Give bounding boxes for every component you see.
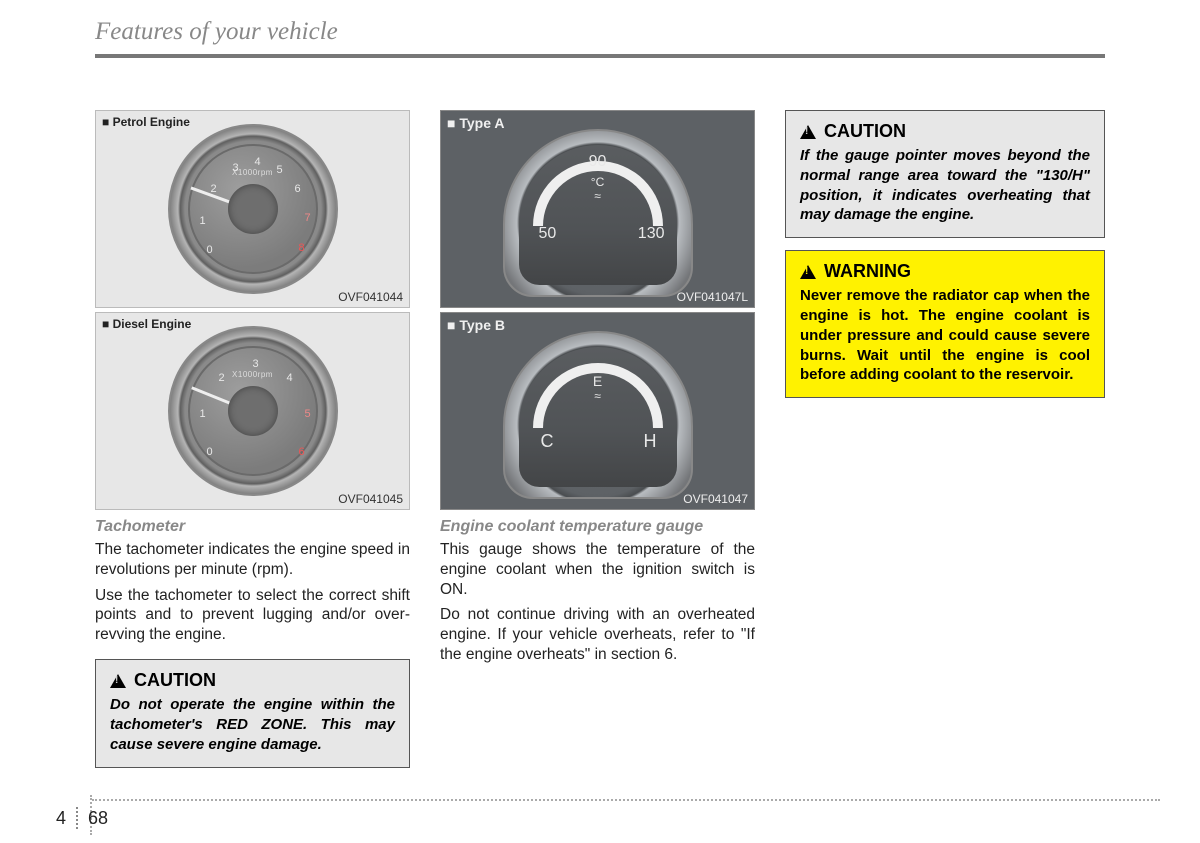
coolant-gauge-a: 50 90 130 °C ≈ [503, 129, 693, 297]
figure-petrol-tach: ■ Petrol Engine X1000rpm 0 1 2 3 4 5 6 7… [95, 110, 410, 308]
caution-title: CAUTION [134, 670, 216, 691]
caution-text: Do not operate the engine within the tac… [110, 695, 395, 754]
figure-coolant-type-b: ■ Type B C E ≈ H OVF041047 [440, 312, 755, 510]
body-text: This gauge shows the temperature of the … [440, 540, 755, 599]
page-section: 4 [56, 808, 66, 829]
page-number: 4 68 [56, 807, 108, 829]
page-header: Features of your vehicle [0, 0, 1200, 46]
subheading-coolant: Engine coolant temperature gauge [440, 518, 755, 536]
warning-triangle-icon [110, 674, 126, 688]
column-3: CAUTION If the gauge pointer moves beyon… [785, 110, 1105, 780]
figure-code: OVF041047L [677, 290, 748, 304]
caution-box: CAUTION Do not operate the engine within… [95, 659, 410, 767]
warning-triangle-icon [800, 125, 816, 139]
figure-code: OVF041047 [683, 492, 748, 506]
figure-code: OVF041045 [338, 492, 403, 506]
body-text: Use the tachometer to select the correct… [95, 586, 410, 645]
subheading-tachometer: Tachometer [95, 518, 410, 536]
figure-label: ■ Diesel Engine [102, 317, 191, 331]
warning-triangle-icon [800, 265, 816, 279]
column-1: ■ Petrol Engine X1000rpm 0 1 2 3 4 5 6 7… [95, 110, 410, 780]
footer-dots-horizontal [92, 799, 1160, 801]
column-2: ■ Type A 50 90 130 °C ≈ OVF041047L ■ Typ… [440, 110, 755, 780]
tachometer-diesel: X1000rpm 0 1 2 3 4 5 6 [168, 326, 338, 496]
figure-code: OVF041044 [338, 290, 403, 304]
figure-label: ■ Petrol Engine [102, 115, 190, 129]
page-num: 68 [88, 808, 108, 829]
coolant-gauge-b: C E ≈ H [503, 331, 693, 499]
content-columns: ■ Petrol Engine X1000rpm 0 1 2 3 4 5 6 7… [0, 58, 1200, 780]
caution-title: CAUTION [824, 121, 906, 142]
figure-diesel-tach: ■ Diesel Engine X1000rpm 0 1 2 3 4 5 6 O… [95, 312, 410, 510]
figure-label: ■ Type B [447, 317, 505, 333]
body-text: The tachometer indicates the engine spee… [95, 540, 410, 580]
figure-label: ■ Type A [447, 115, 504, 131]
caution-box: CAUTION If the gauge pointer moves beyon… [785, 110, 1105, 238]
warning-text: Never remove the radiator cap when the e… [800, 286, 1090, 385]
tachometer-petrol: X1000rpm 0 1 2 3 4 5 6 7 8 [168, 124, 338, 294]
caution-text: If the gauge pointer moves beyond the no… [800, 146, 1090, 225]
warning-box: WARNING Never remove the radiator cap wh… [785, 250, 1105, 398]
figure-coolant-type-a: ■ Type A 50 90 130 °C ≈ OVF041047L [440, 110, 755, 308]
warning-title: WARNING [824, 261, 911, 282]
body-text: Do not continue driving with an overheat… [440, 605, 755, 664]
